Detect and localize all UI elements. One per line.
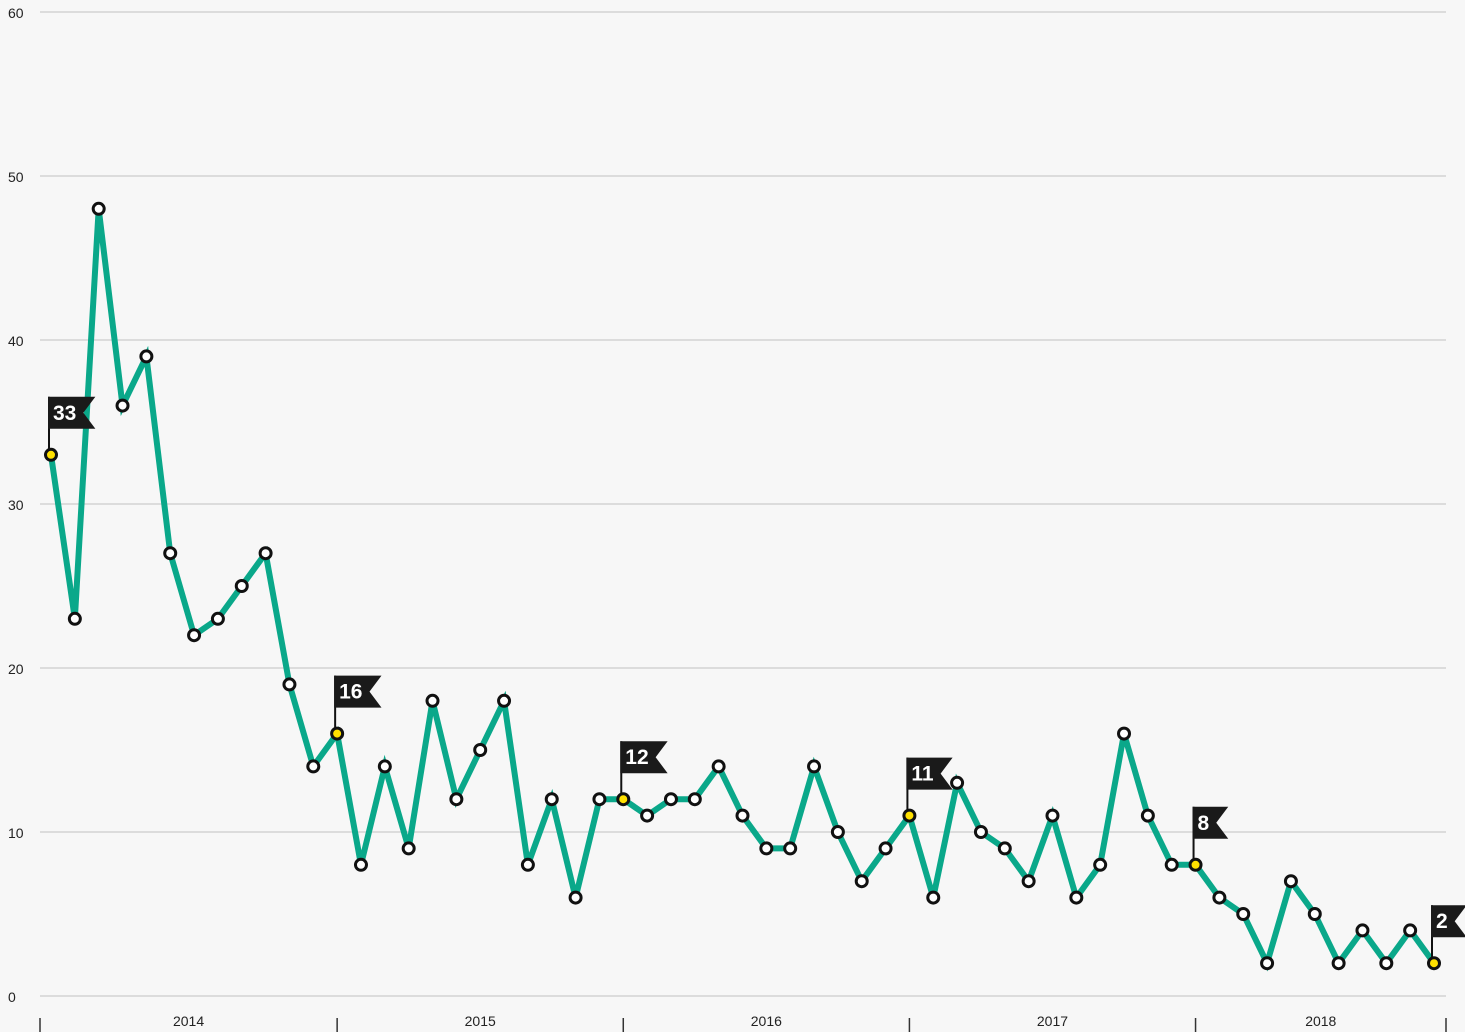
data-point	[497, 693, 512, 708]
data-point	[1379, 956, 1394, 971]
data-point	[1093, 857, 1108, 872]
data-point	[950, 775, 965, 790]
y-tick-label: 50	[8, 169, 24, 185]
y-tick-label: 20	[8, 661, 24, 677]
y-tick-label: 10	[8, 825, 24, 841]
flag-label: 8	[1198, 812, 1210, 835]
y-tick-label: 60	[8, 5, 24, 21]
data-point	[187, 628, 202, 643]
flag	[906, 757, 953, 790]
flag-label: 2	[1436, 910, 1448, 933]
data-point	[1069, 890, 1084, 905]
data-point	[449, 792, 464, 807]
data-point	[1212, 890, 1227, 905]
data-point	[425, 693, 440, 708]
y-tick-label: 30	[8, 497, 24, 513]
data-point	[1403, 923, 1418, 938]
data-point	[1117, 726, 1132, 741]
data-point	[878, 841, 893, 856]
data-point	[282, 677, 297, 692]
data-point	[1164, 857, 1179, 872]
x-tick-label: 2016	[751, 1013, 782, 1029]
data-point	[1236, 907, 1251, 921]
data-point	[520, 857, 535, 872]
data-point	[759, 841, 774, 856]
data-point	[830, 825, 845, 839]
x-tick-label: 2014	[173, 1013, 204, 1029]
data-point	[353, 857, 368, 872]
data-point	[473, 743, 488, 757]
data-point	[91, 201, 106, 216]
flag-label: 11	[911, 763, 934, 786]
data-point	[687, 792, 702, 807]
data-point	[306, 759, 321, 774]
data-point	[1355, 923, 1370, 938]
data-line	[48, 208, 1437, 972]
x-tick-label: 2015	[465, 1013, 496, 1029]
data-point	[1260, 956, 1275, 971]
data-point	[258, 546, 273, 561]
flag-label: 12	[625, 746, 648, 769]
data-point	[807, 759, 822, 774]
data-point	[210, 611, 225, 626]
data-point	[663, 792, 678, 807]
flag	[1431, 905, 1465, 938]
data-point	[926, 890, 941, 905]
y-tick-label: 0	[8, 989, 16, 1005]
data-point	[1283, 874, 1298, 889]
data-point	[1045, 808, 1060, 823]
data-point	[377, 759, 392, 774]
data-point	[616, 792, 631, 807]
data-point	[973, 825, 988, 839]
data-point	[902, 808, 917, 823]
data-point	[735, 808, 750, 823]
data-point	[1140, 808, 1155, 823]
y-tick-label: 40	[8, 333, 24, 349]
data-point	[115, 398, 130, 413]
data-point	[139, 349, 154, 364]
flag	[620, 741, 668, 774]
data-point	[1188, 857, 1203, 872]
data-point	[568, 890, 583, 905]
flag-label: 33	[53, 402, 76, 425]
flag	[48, 396, 96, 429]
data-point	[234, 579, 249, 593]
data-point	[67, 611, 82, 626]
data-point	[163, 546, 178, 561]
flag-label: 16	[339, 681, 362, 704]
data-point	[854, 874, 869, 889]
data-point	[783, 841, 798, 856]
data-point	[544, 792, 559, 807]
data-point	[1021, 874, 1036, 889]
data-point	[1331, 956, 1346, 971]
data-point	[1307, 907, 1322, 921]
data-point	[401, 841, 416, 856]
data-point	[711, 759, 726, 774]
data-point	[592, 792, 607, 807]
data-point	[44, 447, 58, 462]
flag	[1192, 806, 1229, 839]
x-tick-label: 2017	[1037, 1013, 1068, 1029]
data-point	[997, 841, 1012, 856]
data-point	[330, 726, 345, 741]
data-point	[1427, 956, 1441, 971]
flag	[334, 675, 382, 708]
x-tick-label: 2018	[1305, 1013, 1336, 1029]
data-point	[640, 808, 655, 823]
